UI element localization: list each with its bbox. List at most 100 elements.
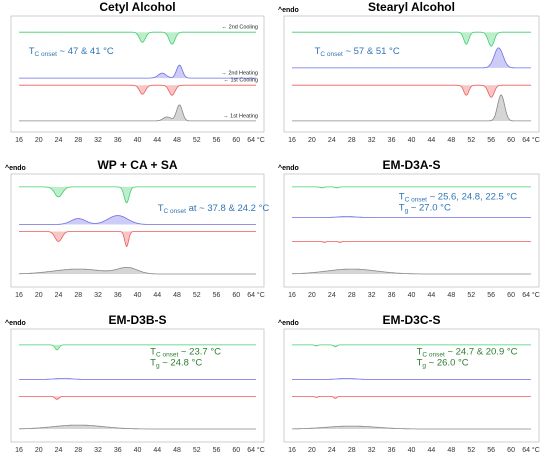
trace-fill [292, 269, 531, 275]
x-tick-label: 44 [153, 447, 161, 454]
subscript: C onset [422, 351, 445, 358]
x-tick-label: 52 [193, 292, 201, 299]
trace [19, 186, 256, 204]
panel: WP + CA + SA ^endo 16 20 24 28 32 36 40 44 48 52 56 6… [5, 158, 269, 299]
symbol: T [150, 357, 156, 368]
x-tick-label: 36 [388, 447, 396, 454]
trace [292, 344, 531, 348]
panel: EM-D3B-S ^endo 16 20 24 28 32 36 40 44 48 52 56 60 64 … [5, 313, 265, 454]
x-tick-label: 56 [213, 292, 221, 299]
x-tick-label: 48 [447, 292, 455, 299]
x-tick-label: 32 [368, 447, 376, 454]
trace [292, 186, 531, 189]
trace [292, 425, 531, 430]
x-tick-label: 32 [368, 292, 376, 299]
x-tick-label: 56 [487, 292, 495, 299]
annotation-text: ~ 24.8 °C [160, 357, 203, 368]
endo-label: ^endo [278, 164, 299, 172]
x-tick-label: 44 [428, 137, 436, 144]
trace [19, 344, 256, 351]
symbol: T [399, 191, 405, 202]
x-tick-label: 60 [232, 447, 240, 454]
x-tick-label: 48 [173, 292, 181, 299]
trace-fill [292, 94, 531, 121]
x-tick-label: 48 [447, 447, 455, 454]
panel: Cetyl Alcohol 16 20 24 28 32 36 40 44 48 52 56 60 64 … [10, 0, 265, 144]
plot-frame [283, 15, 540, 133]
annotation-text: ~ 27.0 °C [408, 202, 451, 213]
x-tick-label: 32 [94, 137, 102, 144]
x-tick-label: 44 [153, 292, 161, 299]
trace [292, 31, 531, 47]
x-tick-label: 48 [447, 137, 455, 144]
subscript: C onset [405, 196, 428, 203]
annotation-text: at ~ 37.8 & 24.2 °C [186, 202, 269, 213]
trace-label: ← 2nd Cooling [222, 25, 258, 31]
trace-fill [19, 186, 256, 203]
trace-label: → 1st Heating [223, 113, 258, 119]
x-tick-label: 28 [348, 137, 356, 144]
trace-fill [19, 231, 256, 247]
plot-frame [283, 328, 540, 443]
x-tick-label: 64 °C [247, 446, 265, 454]
trace-label: ← 1st Cooling [223, 78, 258, 84]
plot-frame [283, 173, 540, 288]
x-tick-label: 40 [408, 292, 416, 299]
x-tick-label: 56 [213, 447, 221, 454]
trace [292, 378, 531, 380]
x-tick-label: 36 [388, 292, 396, 299]
x-tick-label: 40 [134, 292, 142, 299]
trace [292, 94, 531, 122]
x-tick-label: 36 [114, 137, 122, 144]
symbol: T [417, 346, 423, 357]
annotation: Tg ~ 26.0 °C [417, 357, 469, 369]
annotation-text: ~ 47 & 41 °C [57, 45, 114, 56]
annotation-text: ~ 57 & 51 °C [343, 45, 400, 56]
trace [19, 231, 256, 248]
x-tick-label: 44 [428, 292, 436, 299]
x-tick-label: 64 °C [522, 136, 540, 144]
trace [19, 84, 256, 96]
x-tick-label: 24 [55, 292, 63, 299]
annotation: TC onset ~ 25.6, 24.8, 22.5 °C [399, 191, 518, 203]
symbol: T [29, 45, 35, 56]
x-tick-label: 52 [467, 137, 475, 144]
plot-frame [10, 173, 265, 288]
trace [292, 241, 531, 243]
symbol: T [417, 357, 423, 368]
annotation-text: ~ 23.7 °C [178, 346, 221, 357]
x-tick-label: 24 [328, 137, 336, 144]
x-tick-label: 40 [134, 447, 142, 454]
panel-title: WP + CA + SA [97, 158, 177, 172]
x-tick-label: 20 [308, 292, 316, 299]
x-tick-label: 48 [173, 447, 181, 454]
trace-fill [19, 425, 256, 430]
x-tick-label: 32 [94, 447, 102, 454]
plot-frame [10, 15, 265, 133]
x-tick-label: 20 [308, 137, 316, 144]
x-tick-label: 64 °C [522, 446, 540, 454]
trace-fill [292, 426, 531, 430]
trace [19, 104, 256, 122]
subscript: C onset [156, 351, 179, 358]
endo-label: ^endo [5, 164, 26, 172]
endo-label: ^endo [5, 319, 26, 327]
trace [292, 84, 531, 98]
x-tick-label: 40 [134, 137, 142, 144]
x-tick-label: 44 [153, 137, 161, 144]
trace-fill [19, 85, 256, 96]
x-tick-label: 64 °C [247, 291, 265, 299]
x-tick-label: 56 [213, 137, 221, 144]
x-tick-label: 32 [368, 137, 376, 144]
x-tick-label: 28 [74, 137, 82, 144]
x-tick-label: 24 [55, 137, 63, 144]
trace [19, 31, 256, 45]
panel: EM-D3A-S ^endo 16 20 24 28 32 36 40 44 48 52 56 60 64 … [278, 158, 540, 299]
annotation: TC onset at ~ 37.8 & 24.2 °C [158, 202, 270, 214]
annotation: TC onset ~ 47 & 41 °C [29, 45, 114, 57]
trace [292, 396, 531, 399]
symbol: T [399, 202, 405, 213]
endo-label: ^endo [278, 319, 299, 327]
symbol: T [150, 346, 156, 357]
